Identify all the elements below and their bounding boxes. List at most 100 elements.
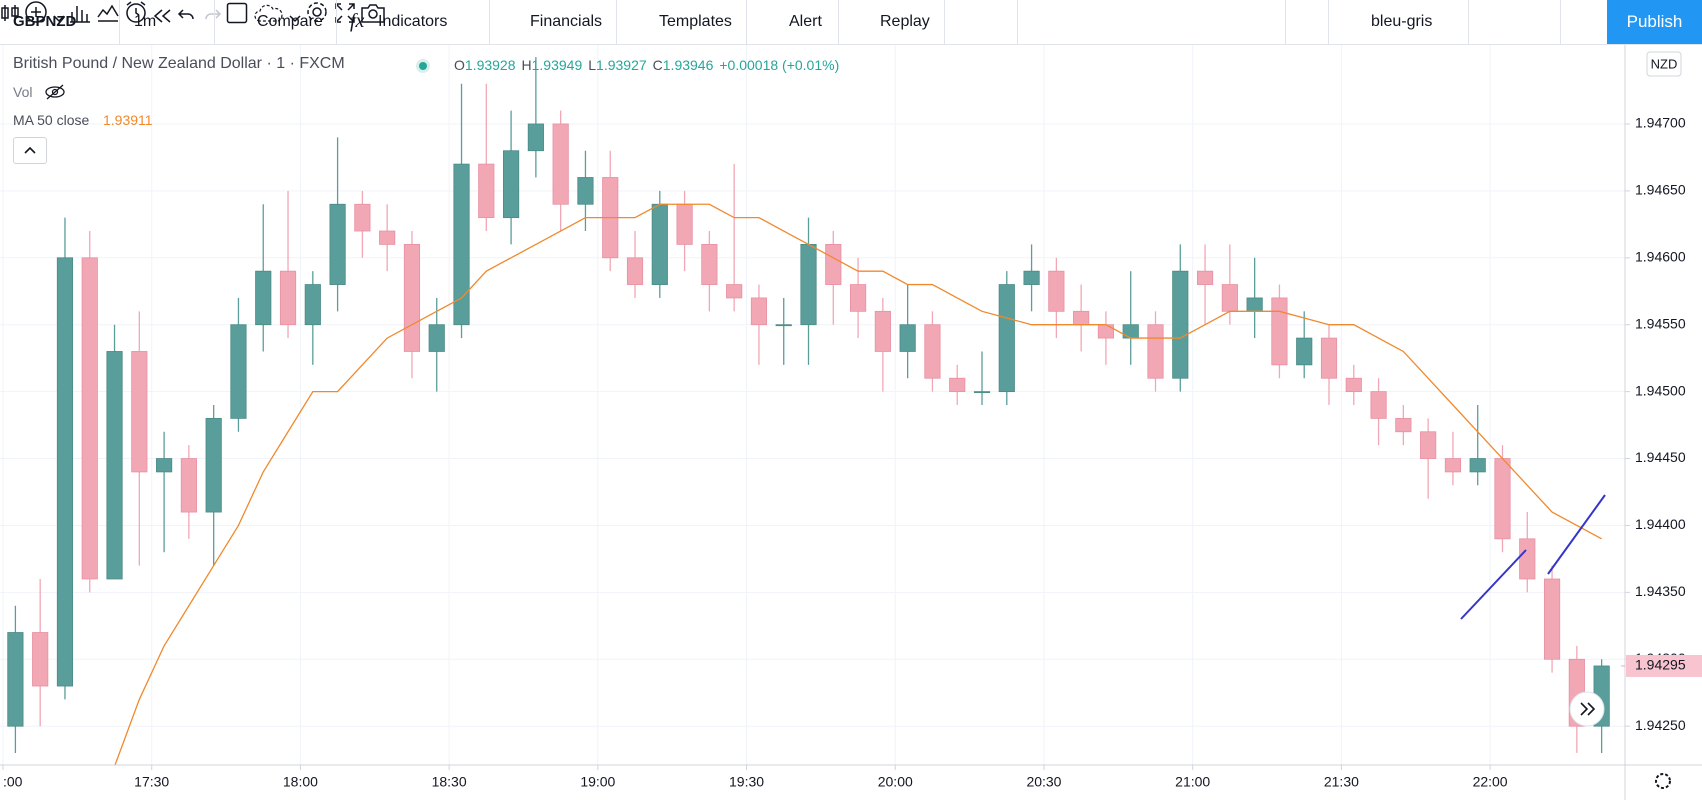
legend-ohlc: O1.93928 H1.93949 L1.93927 C1.93946 +0.00018… — [454, 57, 839, 73]
chart-type-icon[interactable] — [0, 2, 20, 24]
interval[interactable]: 1m — [134, 13, 157, 30]
candle-body — [1023, 270, 1040, 285]
candle-body — [329, 203, 346, 285]
candle-body — [1147, 324, 1164, 379]
ohlc-value: 1.93946 — [662, 57, 714, 73]
separator — [489, 0, 490, 44]
separator — [1328, 0, 1329, 44]
hidden-icon[interactable] — [44, 83, 66, 101]
toolbar: GBPNZD 1m Compare fx Indicators Financia… — [0, 0, 1702, 45]
indicators-button[interactable]: Indicators — [378, 13, 448, 30]
candle-body — [403, 244, 421, 352]
financials-button[interactable]: Financials — [530, 13, 603, 30]
collapse-button[interactable] — [13, 137, 47, 164]
y-tick-label: 1.94600 — [1635, 248, 1686, 264]
y-tick-label: 1.94450 — [1635, 449, 1686, 465]
trend-line[interactable] — [1547, 494, 1606, 575]
undo-icon[interactable] — [177, 8, 197, 24]
candle-body — [1420, 431, 1437, 459]
candle-body — [7, 632, 24, 727]
candle-body — [1073, 310, 1090, 326]
x-tick-label: 18:30 — [432, 774, 467, 790]
fullscreen-icon[interactable] — [334, 2, 356, 24]
trend-line[interactable] — [1460, 549, 1527, 620]
candle-body — [205, 417, 222, 513]
candle-body — [1519, 538, 1536, 580]
y-tick-label: 1.94250 — [1635, 717, 1686, 733]
ohlc-value: 1.93949 — [531, 57, 583, 73]
candle-body — [478, 163, 495, 219]
candle-body — [1494, 458, 1511, 540]
x-tick-label: 19:30 — [729, 774, 764, 790]
candle-body — [1469, 458, 1486, 473]
candle-body — [1122, 324, 1139, 339]
candle-body — [924, 324, 941, 379]
candle-body — [354, 203, 371, 232]
candle-body — [1395, 417, 1412, 433]
candle-body — [379, 230, 396, 245]
settings-icon[interactable] — [1655, 773, 1671, 789]
currency-box[interactable] — [1646, 51, 1682, 77]
candle-body — [849, 284, 867, 312]
symbol[interactable]: GBPNZD — [13, 13, 77, 30]
snapshot-icon[interactable] — [360, 2, 386, 24]
indicators-icon[interactable]: fx — [350, 10, 365, 32]
candle-body — [527, 123, 544, 152]
replay-icon[interactable] — [153, 8, 173, 24]
x-tick-label: 18:00 — [283, 774, 318, 790]
candle-body — [428, 324, 445, 352]
x-tick-label: :00 — [3, 774, 23, 790]
ohlc-letter: H — [521, 57, 532, 73]
layout-icon[interactable] — [226, 2, 248, 24]
chevron[interactable] — [289, 14, 301, 24]
layout-name[interactable]: bleu-gris — [1371, 13, 1433, 30]
candle-body — [156, 458, 173, 473]
candle-body — [56, 257, 74, 687]
chevron[interactable] — [53, 14, 65, 24]
alert-button[interactable]: Alert — [789, 13, 822, 30]
candle-body — [626, 257, 644, 285]
candle-body — [32, 632, 49, 687]
candle-body — [1370, 391, 1387, 419]
candle-body — [825, 244, 842, 285]
x-tick-label: 21:00 — [1175, 774, 1210, 790]
templates-button[interactable]: Templates — [659, 13, 732, 30]
financials-icon[interactable] — [69, 2, 91, 24]
y-tick-label: 1.94700 — [1635, 115, 1686, 131]
separator — [944, 0, 945, 44]
separator — [1017, 0, 1018, 44]
publish-label[interactable]: Publish — [1626, 12, 1683, 31]
candle-body — [304, 284, 321, 326]
candle-body — [800, 244, 817, 326]
y-tick-label: 1.94500 — [1635, 382, 1686, 398]
compare-button[interactable]: Compare — [257, 13, 323, 30]
change: +0.00018 (+0.01%) — [719, 57, 840, 73]
templates-icon[interactable] — [96, 2, 120, 24]
candle-body — [998, 284, 1015, 393]
separator — [746, 0, 747, 44]
alert-icon[interactable] — [124, 0, 148, 24]
settings-icon[interactable] — [305, 0, 329, 24]
candle-body — [1345, 377, 1362, 393]
publish-button[interactable]: Publish — [1607, 0, 1702, 44]
ma-label: MA 50 close — [13, 112, 90, 128]
separator — [336, 0, 337, 44]
compare-icon[interactable] — [24, 0, 48, 24]
last-price-box — [1626, 654, 1702, 677]
separator — [1468, 0, 1469, 44]
candle-body — [726, 284, 743, 299]
y-tick-label: 1.94550 — [1635, 315, 1686, 331]
candle-body — [279, 270, 297, 326]
redo-icon[interactable] — [202, 8, 222, 24]
cloud-icon[interactable] — [253, 2, 285, 24]
separator — [119, 0, 120, 44]
candle-body — [775, 324, 792, 327]
replay-button[interactable]: Replay — [880, 13, 930, 30]
candle-body — [1271, 297, 1288, 366]
candle-body — [577, 177, 594, 205]
collapse-icon — [24, 146, 36, 154]
separator — [1285, 0, 1286, 44]
candle-body — [230, 324, 247, 419]
